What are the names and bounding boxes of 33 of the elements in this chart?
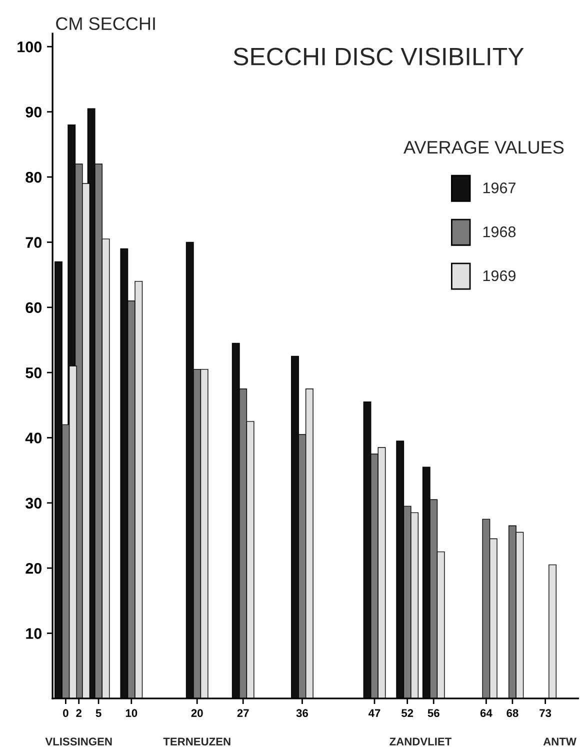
- text: TERNEUZEN: [163, 738, 230, 746]
- legend-title: AVERAGE VALUES: [404, 140, 564, 154]
- y-tick-label: 100: [18, 42, 42, 52]
- y-tick-label: 60: [26, 302, 42, 314]
- x-tick-label: 5: [96, 709, 102, 718]
- legend-label: 1967: [483, 182, 516, 194]
- text: VLISSINGEN: [45, 738, 112, 746]
- y-tick-label: 90: [26, 106, 42, 118]
- text: ZANDVLIET: [390, 738, 452, 746]
- y-tick-label: 70: [26, 237, 42, 248]
- x-tick-label: 64: [480, 709, 492, 718]
- x-tick-label: 68: [506, 709, 518, 718]
- x-tick-label: 27: [237, 709, 249, 717]
- chart-title: SECCHI DISC VISIBILITY: [234, 48, 524, 66]
- legend-label: 1968: [483, 226, 516, 238]
- x-tick-label: 10: [126, 709, 138, 718]
- x-tick-label: 0: [63, 709, 68, 718]
- x-tick-label: 2: [76, 709, 82, 717]
- x-tick-label: 47: [368, 709, 380, 717]
- x-tick-label: 20: [191, 709, 203, 718]
- y-tick-label: 20: [26, 562, 42, 574]
- y-tick-label: 30: [26, 498, 42, 509]
- text: ANTW: [543, 738, 576, 746]
- y-tick-label: 50: [26, 367, 42, 378]
- x-tick-label: 73: [540, 709, 552, 718]
- x-tick-label: 52: [402, 709, 414, 718]
- y-axis-title: CM SECCHI: [56, 17, 155, 30]
- y-tick-label: 80: [26, 172, 42, 183]
- x-tick-label: 36: [296, 709, 308, 718]
- x-tick-label: 56: [428, 709, 440, 718]
- y-tick-label: 40: [25, 432, 42, 444]
- y-tick-label: 10: [26, 628, 42, 639]
- legend-label: 1969: [483, 270, 516, 282]
